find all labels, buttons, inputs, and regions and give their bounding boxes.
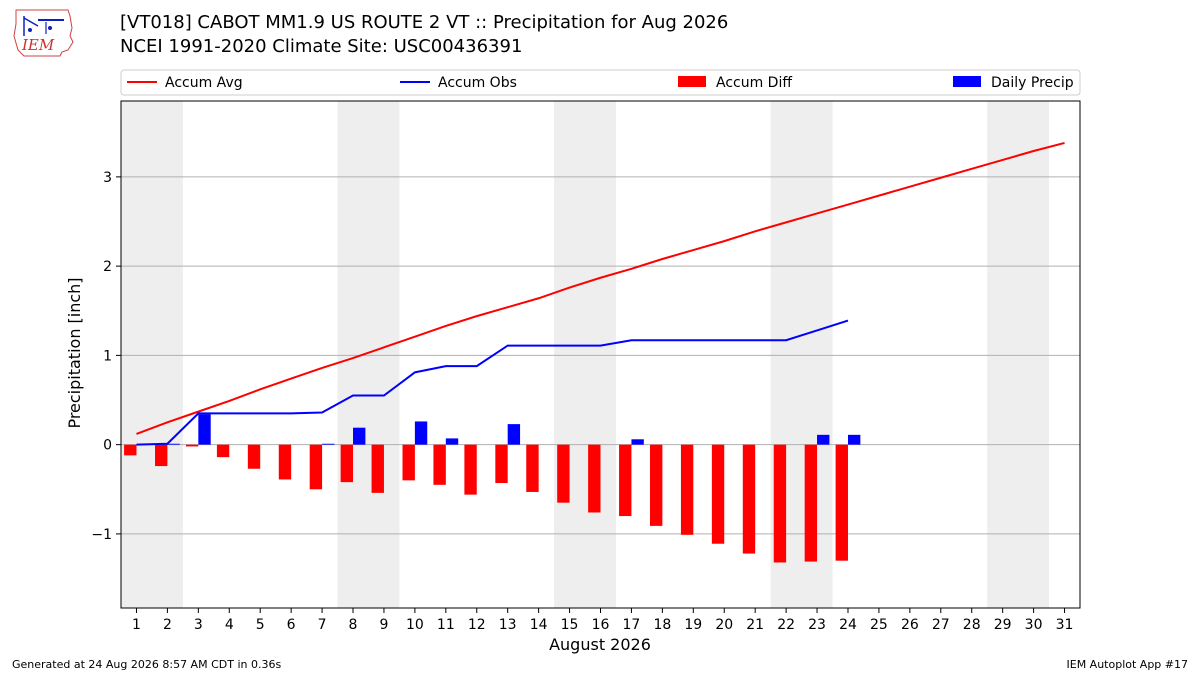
x-tick-label: 9 bbox=[379, 617, 388, 633]
legend-swatch-bar bbox=[953, 76, 981, 87]
accum-diff-bar bbox=[711, 444, 725, 544]
daily-precip-bar bbox=[353, 427, 366, 445]
x-tick-label: 19 bbox=[684, 617, 702, 633]
daily-precip-bar bbox=[445, 438, 459, 445]
grid-lines bbox=[121, 176, 1080, 535]
daily-precip-bar bbox=[198, 414, 211, 445]
accum-diff-bar bbox=[557, 444, 570, 503]
legend-label: Daily Precip bbox=[991, 75, 1074, 91]
accum-diff-bar bbox=[309, 444, 323, 490]
daily-precip-bar bbox=[631, 439, 644, 445]
accum-diff-bar bbox=[495, 444, 508, 484]
daily-precip-bar bbox=[414, 421, 428, 445]
x-tick-label: 27 bbox=[932, 617, 950, 633]
accum-diff-bar bbox=[464, 444, 477, 495]
x-tick-label: 6 bbox=[287, 617, 296, 633]
x-tick-label: 15 bbox=[561, 617, 579, 633]
legend-label: Accum Obs bbox=[438, 75, 517, 91]
accum-diff-bar bbox=[185, 444, 199, 447]
accum-diff-bar bbox=[124, 444, 137, 456]
app-label: IEM Autoplot App #17 bbox=[1066, 658, 1189, 671]
x-tick-label: 16 bbox=[592, 617, 610, 633]
accum-obs-line bbox=[136, 319, 849, 446]
x-tick-label: 11 bbox=[437, 617, 455, 633]
x-tick-label: 2 bbox=[163, 617, 172, 633]
iem-logo: IEM bbox=[10, 6, 76, 58]
accum-diff-bar bbox=[835, 444, 848, 561]
x-tick-label: 18 bbox=[653, 617, 671, 633]
daily-precip-bar bbox=[167, 443, 180, 445]
x-tick-label: 3 bbox=[194, 617, 203, 633]
daily-precip-bar bbox=[322, 443, 335, 445]
logo-text: IEM bbox=[21, 36, 55, 54]
chart-subtitle: NCEI 1991-2020 Climate Site: USC00436391 bbox=[120, 36, 523, 57]
lines bbox=[136, 141, 1065, 446]
accum-diff-bar bbox=[216, 444, 230, 458]
x-tick-label: 10 bbox=[406, 617, 424, 633]
x-tick-label: 30 bbox=[1025, 617, 1043, 633]
daily-precip-bar bbox=[817, 434, 830, 445]
legend-label: Accum Diff bbox=[716, 75, 792, 91]
x-tick-label: 14 bbox=[530, 617, 548, 633]
y-tick-label: 0 bbox=[103, 438, 112, 454]
accum-diff-bar bbox=[773, 444, 787, 563]
bars bbox=[124, 414, 861, 563]
x-tick-label: 26 bbox=[901, 617, 919, 633]
y-tick-label: −1 bbox=[91, 527, 112, 543]
weekend-shade bbox=[337, 101, 400, 608]
accum-diff-bar bbox=[649, 444, 663, 526]
accum-diff-bar bbox=[526, 444, 539, 492]
y-axis-label: Precipitation [inch] bbox=[65, 277, 84, 428]
x-tick-label: 5 bbox=[256, 617, 265, 633]
weekend-shade bbox=[121, 101, 183, 608]
x-axis-label: August 2026 bbox=[549, 635, 651, 654]
x-tick-label: 22 bbox=[777, 617, 795, 633]
weekend-shade bbox=[554, 101, 616, 608]
x-tick-label: 20 bbox=[715, 617, 733, 633]
legend: Accum Avg Accum Obs Accum Diff Daily Precip bbox=[120, 69, 1081, 96]
accum-diff-bar bbox=[588, 444, 601, 513]
accum-diff-bar bbox=[680, 444, 694, 535]
weekend-shade bbox=[987, 101, 1050, 608]
x-tick-label: 4 bbox=[225, 617, 234, 633]
accum-diff-bar bbox=[402, 444, 415, 481]
x-tick-label: 25 bbox=[870, 617, 888, 633]
accum-diff-bar bbox=[804, 444, 818, 562]
iem-logo-graphic: IEM bbox=[13, 9, 74, 57]
legend-swatch-bar bbox=[678, 76, 706, 87]
legend-box bbox=[120, 69, 1081, 96]
legend-label: Accum Avg bbox=[165, 75, 243, 91]
daily-precip-bar bbox=[507, 424, 521, 445]
accum-diff-bar bbox=[742, 444, 756, 554]
generated-timestamp: Generated at 24 Aug 2026 8:57 AM CDT in … bbox=[12, 658, 282, 671]
x-tick-label: 1 bbox=[132, 617, 141, 633]
accum-diff-bar bbox=[247, 444, 261, 469]
x-tick-label: 28 bbox=[963, 617, 981, 633]
x-tick-label: 7 bbox=[318, 617, 327, 633]
chart-title: [VT018] CABOT MM1.9 US ROUTE 2 VT :: Pre… bbox=[120, 12, 729, 33]
daily-precip-bar bbox=[847, 434, 861, 445]
x-tick-label: 21 bbox=[746, 617, 764, 633]
accum-diff-bar bbox=[155, 444, 168, 467]
x-tick-label: 17 bbox=[623, 617, 641, 633]
accum-diff-bar bbox=[433, 444, 446, 485]
x-tick-label: 13 bbox=[499, 617, 517, 633]
x-tick-label: 31 bbox=[1056, 617, 1074, 633]
accum-diff-bar bbox=[340, 444, 354, 483]
x-tick-label: 12 bbox=[468, 617, 486, 633]
weekend-shading bbox=[121, 101, 1050, 608]
accum-diff-bar bbox=[371, 444, 384, 493]
x-tick-label: 24 bbox=[839, 617, 857, 633]
x-tick-label: 29 bbox=[994, 617, 1012, 633]
x-tick-label: 23 bbox=[808, 617, 826, 633]
accum-avg-line bbox=[136, 141, 1065, 435]
y-tick-label: 1 bbox=[103, 348, 112, 364]
y-tick-label: 2 bbox=[103, 259, 112, 275]
x-tick-label: 8 bbox=[349, 617, 358, 633]
accum-diff-bar bbox=[619, 444, 632, 517]
accum-diff-bar bbox=[278, 444, 292, 480]
y-tick-label: 3 bbox=[103, 170, 112, 186]
